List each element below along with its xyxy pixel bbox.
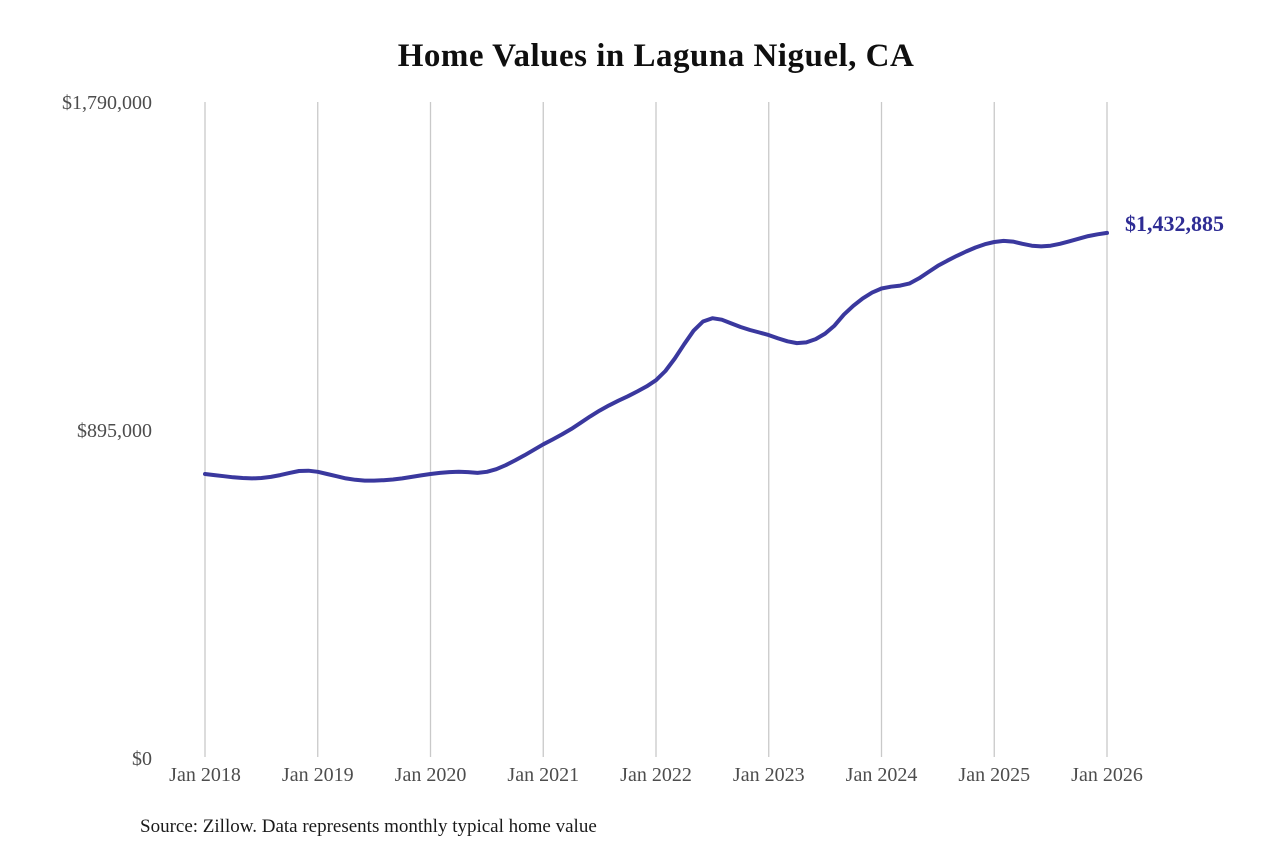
home-value-line — [203, 230, 1109, 483]
source-note: Source: Zillow. Data represents monthly … — [140, 816, 597, 837]
chart-title: Home Values in Laguna Niguel, CA — [397, 38, 915, 74]
y-axis-labels: $1,790,000 $895,000 $0 — [62, 92, 152, 770]
x-tick-label: Jan 2026 — [1071, 764, 1143, 786]
x-tick-label: Jan 2019 — [282, 764, 354, 786]
y-tick-label: $0 — [132, 748, 152, 770]
x-tick-label: Jan 2021 — [507, 764, 579, 786]
x-tick-label: Jan 2018 — [169, 764, 241, 786]
x-axis-labels: Jan 2018 Jan 2019 Jan 2020 Jan 2021 Jan 2022… — [169, 764, 1143, 786]
y-tick-label: $895,000 — [77, 420, 152, 442]
gridline-layer — [204, 102, 1108, 757]
x-tick-label: Jan 2023 — [733, 764, 805, 786]
x-tick-label: Jan 2024 — [846, 764, 918, 786]
x-tick-label: Jan 2022 — [620, 764, 692, 786]
y-tick-label: $1,790,000 — [62, 92, 152, 114]
x-tick-label: Jan 2025 — [958, 764, 1030, 786]
x-tick-label: Jan 2020 — [395, 764, 467, 786]
latest-value-label: $1,432,885 — [1125, 211, 1224, 236]
